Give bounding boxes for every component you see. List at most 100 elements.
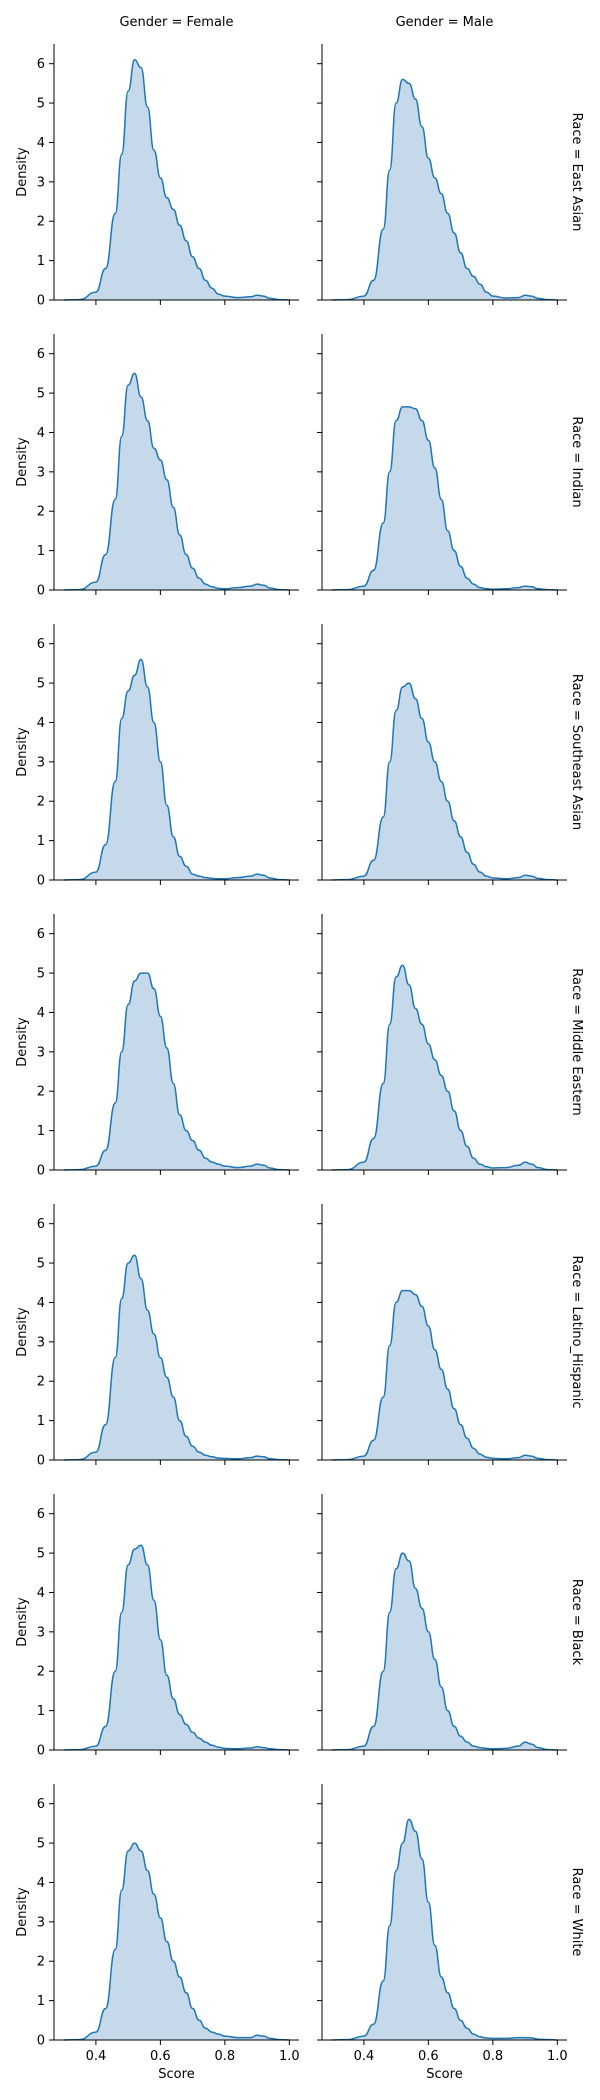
y-tick-label: 1 xyxy=(37,1414,45,1429)
density-area xyxy=(331,965,558,1170)
y-axis-label: Density xyxy=(15,437,30,487)
x-axis-label: Score xyxy=(426,2067,462,2082)
y-tick-label: 6 xyxy=(37,1507,45,1522)
y-tick-label: 1 xyxy=(37,1994,45,2009)
y-tick-label: 2 xyxy=(37,505,45,520)
density-line xyxy=(63,1842,290,2041)
y-tick-label: 3 xyxy=(37,755,45,770)
density-line xyxy=(331,682,558,881)
density-area xyxy=(63,1255,290,1460)
density-line xyxy=(63,972,290,1171)
density-line xyxy=(331,964,558,1171)
facet-panel-4-0 xyxy=(49,1204,299,1465)
y-tick-label: 0 xyxy=(37,1744,45,1759)
density-line xyxy=(331,1552,558,1751)
y-tick-label: 2 xyxy=(37,1085,45,1100)
density-line xyxy=(63,1254,290,1461)
y-tick-label: 5 xyxy=(37,1547,45,1562)
y-axis-label: Density xyxy=(15,147,30,197)
density-area xyxy=(63,1843,290,2040)
y-tick-label: 1 xyxy=(37,1124,45,1139)
y-tick-label: 3 xyxy=(37,1045,45,1060)
y-axis-label: Density xyxy=(15,727,30,777)
y-tick-label: 4 xyxy=(37,1876,45,1891)
x-tick-label: 0.8 xyxy=(483,2049,504,2064)
density-line xyxy=(63,372,290,591)
density-area xyxy=(63,59,290,300)
facet-panel-1-0 xyxy=(49,334,299,595)
y-tick-label: 5 xyxy=(37,1837,45,1852)
facet-panel-4-1 xyxy=(317,1204,567,1465)
y-tick-label: 2 xyxy=(37,215,45,230)
y-tick-label: 4 xyxy=(37,426,45,441)
facet-panel-2-0 xyxy=(49,624,299,885)
y-axis-label: Density xyxy=(15,1597,30,1647)
row-title: Race = East Asian xyxy=(569,113,584,232)
y-tick-label: 0 xyxy=(37,294,45,309)
y-tick-label: 3 xyxy=(37,465,45,480)
x-tick-label: 0.4 xyxy=(354,2049,375,2064)
density-line xyxy=(63,59,290,301)
y-tick-label: 4 xyxy=(37,1586,45,1601)
row-title: Race = Middle Eastern xyxy=(569,968,584,1116)
y-tick-label: 1 xyxy=(37,254,45,269)
y-tick-label: 5 xyxy=(37,967,45,982)
y-tick-label: 3 xyxy=(37,175,45,190)
density-area xyxy=(63,659,290,880)
density-area xyxy=(63,973,290,1170)
y-tick-label: 6 xyxy=(37,1217,45,1232)
facet-panel-6-0 xyxy=(49,1784,299,2045)
density-line xyxy=(63,1544,290,1751)
y-tick-label: 2 xyxy=(37,1665,45,1680)
facet-panel-5-1 xyxy=(317,1494,567,1755)
y-tick-label: 0 xyxy=(37,2034,45,2049)
density-line xyxy=(331,1289,558,1461)
y-tick-label: 2 xyxy=(37,795,45,810)
facet-panel-0-0 xyxy=(49,44,299,305)
y-tick-label: 3 xyxy=(37,1335,45,1350)
y-tick-label: 6 xyxy=(37,347,45,362)
y-tick-label: 6 xyxy=(37,927,45,942)
facet-panel-5-0 xyxy=(49,1494,299,1755)
x-axis-label: Score xyxy=(158,2067,194,2082)
y-tick-label: 3 xyxy=(37,1915,45,1930)
y-tick-label: 0 xyxy=(37,1164,45,1179)
y-tick-label: 2 xyxy=(37,1375,45,1390)
facet-panel-0-1 xyxy=(317,44,567,305)
y-tick-label: 5 xyxy=(37,1257,45,1272)
facet-panel-6-1 xyxy=(317,1784,567,2045)
y-tick-label: 0 xyxy=(37,584,45,599)
facet-panel-3-0 xyxy=(49,914,299,1175)
y-tick-label: 4 xyxy=(37,1006,45,1021)
y-tick-label: 0 xyxy=(37,874,45,889)
density-area xyxy=(331,683,558,880)
x-tick-label: 0.8 xyxy=(215,2049,236,2064)
density-area xyxy=(331,1290,558,1460)
x-tick-label: 1.0 xyxy=(279,2049,300,2064)
y-tick-label: 5 xyxy=(37,677,45,692)
y-tick-label: 4 xyxy=(37,136,45,151)
y-tick-label: 5 xyxy=(37,387,45,402)
density-area xyxy=(331,1819,558,2040)
facet-panel-3-1 xyxy=(317,914,567,1175)
y-tick-label: 6 xyxy=(37,1797,45,1812)
row-title: Race = Southeast Asian xyxy=(569,674,584,830)
density-area xyxy=(331,79,558,301)
y-tick-label: 4 xyxy=(37,716,45,731)
y-tick-label: 6 xyxy=(37,57,45,72)
y-axis-label: Density xyxy=(15,1307,30,1357)
density-area xyxy=(63,373,290,590)
x-tick-label: 0.6 xyxy=(418,2049,439,2064)
row-title: Race = Latino_Hispanic xyxy=(569,1255,584,1408)
row-title: Race = Black xyxy=(569,1579,584,1666)
y-axis-label: Density xyxy=(15,1017,30,1067)
y-tick-label: 1 xyxy=(37,834,45,849)
column-title: Gender = Male xyxy=(396,15,494,30)
y-tick-label: 4 xyxy=(37,1296,45,1311)
facet-panel-1-1 xyxy=(317,334,567,595)
y-tick-label: 2 xyxy=(37,1955,45,1970)
density-area xyxy=(331,406,558,590)
density-line xyxy=(331,406,558,591)
x-tick-label: 0.4 xyxy=(86,2049,107,2064)
